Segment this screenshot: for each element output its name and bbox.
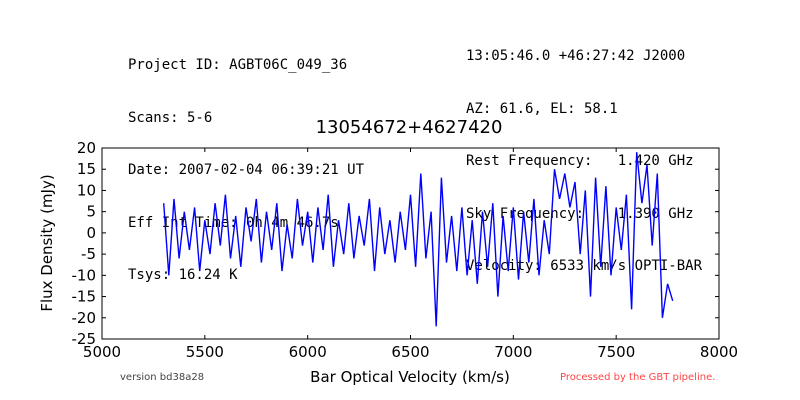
scans-text: Scans: 5-6 — [128, 109, 213, 126]
y-tick-label: 20 — [77, 139, 96, 157]
observation-info-left: Project ID: AGBT06C_049_36 Scans: 5-6 Da… — [128, 22, 364, 302]
az-el-text: AZ: 61.6, EL: 58.1 — [466, 100, 618, 117]
rest-frequency-text: Rest Frequency: 1.420 GHz — [466, 153, 694, 169]
y-tick-label: 15 — [77, 160, 96, 178]
y-tick-label: -5 — [81, 245, 96, 263]
y-tick-label: 5 — [86, 203, 96, 221]
y-tick-label: 0 — [86, 224, 96, 242]
tsys-text: Tsys: 16.24 K — [128, 267, 238, 283]
int-time-text: Eff Int Time: 0h 4m 46.7s — [128, 214, 339, 231]
sky-frequency-text: Sky Frequency: 1.390 GHz — [466, 205, 694, 222]
plot-frame — [101, 147, 720, 340]
x-tick-label: 5000 — [83, 343, 121, 361]
series-line — [163, 152, 674, 327]
observation-info-right: 13:05:46.0 +46:27:42 J2000 AZ: 61.6, EL:… — [466, 13, 702, 293]
x-tick-label: 6500 — [391, 343, 429, 361]
y-tick-label: -15 — [72, 288, 97, 306]
y-tick-label: -25 — [72, 330, 97, 348]
x-tick-label: 7000 — [494, 343, 532, 361]
y-tick-label: -20 — [72, 309, 97, 327]
coordinates-text: 13:05:46.0 +46:27:42 J2000 — [466, 48, 686, 64]
y-axis-ticks: -25 -20 -15 -10 -5 0 5 10 15 20 — [72, 139, 719, 348]
chart-title: 13054672+4627420 — [316, 117, 503, 138]
y-tick-label: 10 — [77, 181, 96, 199]
version-text: version bd38a28 — [120, 372, 204, 383]
pipeline-credit-text: Processed by the GBT pipeline. — [560, 372, 715, 383]
x-tick-label: 6000 — [289, 343, 327, 361]
y-tick-label: -10 — [72, 266, 97, 284]
y-axis-label: Flux Density (mJy) — [38, 174, 56, 311]
x-tick-label: 8000 — [700, 343, 738, 361]
project-id-text: Project ID: AGBT06C_049_36 — [128, 57, 348, 73]
x-tick-label: 7500 — [597, 343, 635, 361]
date-text: Date: 2007-02-04 06:39:21 UT — [128, 162, 365, 178]
x-tick-label: 5500 — [186, 343, 224, 361]
x-axis-ticks: 5000 5500 6000 6500 7000 7500 8000 — [83, 148, 738, 361]
x-axis-label: Bar Optical Velocity (km/s) — [310, 368, 510, 386]
